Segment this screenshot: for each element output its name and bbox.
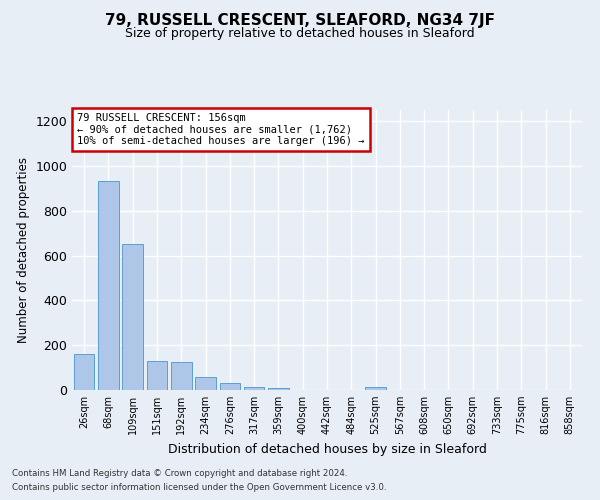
Bar <box>122 244 143 390</box>
Text: 79, RUSSELL CRESCENT, SLEAFORD, NG34 7JF: 79, RUSSELL CRESCENT, SLEAFORD, NG34 7JF <box>105 12 495 28</box>
Text: 79 RUSSELL CRESCENT: 156sqm
← 90% of detached houses are smaller (1,762)
10% of : 79 RUSSELL CRESCENT: 156sqm ← 90% of det… <box>77 113 365 146</box>
Bar <box>268 388 289 390</box>
Bar <box>244 387 265 390</box>
Bar <box>365 387 386 390</box>
Text: Size of property relative to detached houses in Sleaford: Size of property relative to detached ho… <box>125 28 475 40</box>
Bar <box>74 354 94 390</box>
Text: Contains HM Land Registry data © Crown copyright and database right 2024.: Contains HM Land Registry data © Crown c… <box>12 468 347 477</box>
Bar <box>98 180 119 390</box>
Text: Contains public sector information licensed under the Open Government Licence v3: Contains public sector information licen… <box>12 484 386 492</box>
Y-axis label: Number of detached properties: Number of detached properties <box>17 157 30 343</box>
Bar <box>220 384 240 390</box>
Bar <box>146 361 167 390</box>
Bar <box>171 362 191 390</box>
Bar <box>195 377 216 390</box>
X-axis label: Distribution of detached houses by size in Sleaford: Distribution of detached houses by size … <box>167 442 487 456</box>
